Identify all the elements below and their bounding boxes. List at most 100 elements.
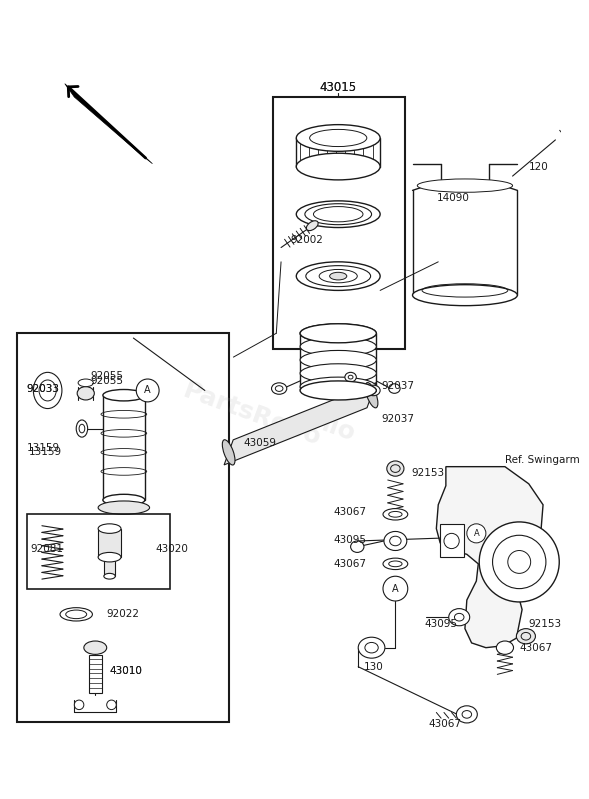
Text: 92081: 92081 <box>31 543 64 554</box>
Ellipse shape <box>84 641 107 654</box>
Ellipse shape <box>412 284 517 306</box>
Bar <box>440 524 464 557</box>
Text: 43010: 43010 <box>110 666 143 675</box>
Ellipse shape <box>345 372 356 382</box>
Ellipse shape <box>383 509 408 520</box>
Text: 43015: 43015 <box>320 81 357 94</box>
Ellipse shape <box>367 385 380 396</box>
Text: A: A <box>474 529 479 538</box>
Text: 43067: 43067 <box>333 507 366 518</box>
Polygon shape <box>65 84 153 164</box>
Bar <box>103 396 145 500</box>
Ellipse shape <box>77 387 94 400</box>
Ellipse shape <box>365 383 378 407</box>
Ellipse shape <box>272 383 287 394</box>
Text: lio: lio <box>318 411 359 446</box>
Circle shape <box>479 522 559 602</box>
Ellipse shape <box>296 125 380 151</box>
Circle shape <box>467 524 486 543</box>
Ellipse shape <box>300 324 376 343</box>
Text: 43067: 43067 <box>519 642 552 653</box>
Circle shape <box>136 379 159 402</box>
Text: 43095: 43095 <box>333 535 366 545</box>
Ellipse shape <box>449 609 469 626</box>
Ellipse shape <box>358 638 385 658</box>
Circle shape <box>107 700 116 710</box>
Ellipse shape <box>387 461 404 476</box>
Ellipse shape <box>296 153 380 180</box>
Ellipse shape <box>389 384 400 393</box>
Ellipse shape <box>104 574 115 579</box>
Ellipse shape <box>98 524 121 534</box>
Text: 43020: 43020 <box>155 543 188 554</box>
Ellipse shape <box>78 379 94 387</box>
Bar <box>27 515 170 589</box>
Ellipse shape <box>497 641 514 654</box>
Ellipse shape <box>34 372 62 408</box>
Ellipse shape <box>39 380 56 401</box>
Text: 92037: 92037 <box>381 380 414 391</box>
Text: 92002: 92002 <box>290 235 323 245</box>
Circle shape <box>508 551 531 574</box>
Text: 92153: 92153 <box>529 619 562 629</box>
Ellipse shape <box>296 262 380 290</box>
Text: 13159: 13159 <box>27 443 60 452</box>
Ellipse shape <box>300 324 376 343</box>
Text: Ref. Swingarm: Ref. Swingarm <box>505 455 580 465</box>
Text: 43015: 43015 <box>320 81 357 94</box>
Text: A: A <box>392 583 399 594</box>
Text: 92153: 92153 <box>412 468 445 479</box>
Ellipse shape <box>103 389 145 401</box>
Polygon shape <box>436 467 543 648</box>
Circle shape <box>74 700 84 710</box>
Ellipse shape <box>300 351 376 369</box>
Ellipse shape <box>456 706 477 723</box>
Text: PartsRepo: PartsRepo <box>180 379 325 451</box>
Text: 92037: 92037 <box>381 414 414 424</box>
Ellipse shape <box>390 536 401 546</box>
Ellipse shape <box>319 269 358 283</box>
Ellipse shape <box>383 559 408 570</box>
Ellipse shape <box>98 501 150 515</box>
Bar <box>88 655 102 694</box>
Ellipse shape <box>350 541 364 552</box>
Bar <box>104 557 115 576</box>
Text: 130: 130 <box>363 662 383 672</box>
Ellipse shape <box>389 511 402 517</box>
Text: A: A <box>144 385 151 396</box>
Ellipse shape <box>306 265 370 287</box>
Ellipse shape <box>103 495 145 506</box>
Text: 92055: 92055 <box>91 376 124 386</box>
Ellipse shape <box>300 377 376 396</box>
Ellipse shape <box>330 272 347 280</box>
Ellipse shape <box>66 610 87 618</box>
Circle shape <box>444 534 459 549</box>
Ellipse shape <box>517 629 535 644</box>
Bar <box>17 333 229 722</box>
Text: 14090: 14090 <box>436 193 469 203</box>
Bar <box>98 529 121 557</box>
Ellipse shape <box>300 381 376 400</box>
Ellipse shape <box>306 221 318 231</box>
Ellipse shape <box>222 439 235 465</box>
Ellipse shape <box>389 561 402 566</box>
Ellipse shape <box>296 201 380 228</box>
Text: 92033: 92033 <box>27 384 59 394</box>
Text: 43095: 43095 <box>424 619 457 629</box>
Text: 92033: 92033 <box>27 384 59 394</box>
Text: 92055: 92055 <box>91 372 124 381</box>
Ellipse shape <box>305 204 372 225</box>
Text: 13159: 13159 <box>29 447 62 457</box>
Ellipse shape <box>98 552 121 562</box>
Ellipse shape <box>417 179 512 193</box>
Polygon shape <box>224 383 376 465</box>
Ellipse shape <box>384 531 407 551</box>
Text: 43067: 43067 <box>333 559 366 569</box>
Ellipse shape <box>310 129 367 146</box>
Bar <box>273 97 405 349</box>
Circle shape <box>383 576 408 601</box>
Ellipse shape <box>60 608 92 621</box>
Text: 43010: 43010 <box>110 666 143 675</box>
Ellipse shape <box>300 364 376 383</box>
Ellipse shape <box>300 337 376 356</box>
